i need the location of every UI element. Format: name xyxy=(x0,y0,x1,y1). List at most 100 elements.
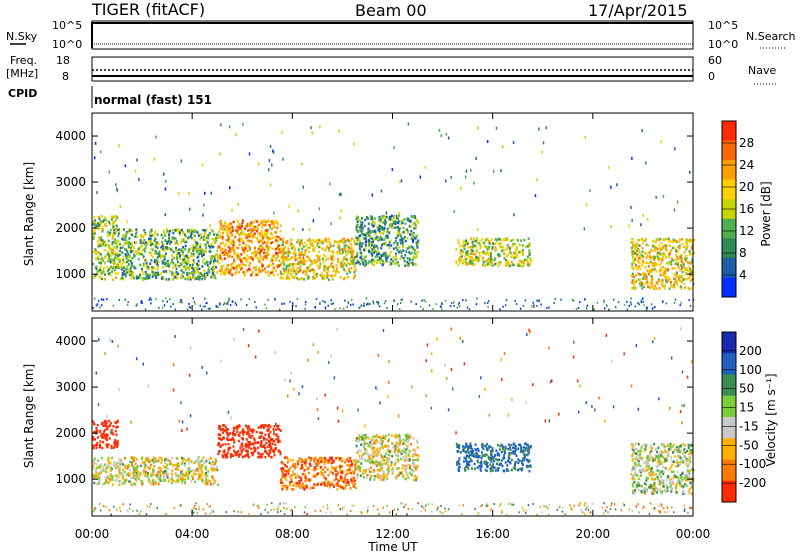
velocity-pixel xyxy=(322,475,325,478)
power-pixel xyxy=(270,220,273,223)
power-pixel xyxy=(163,304,166,307)
velocity-pixel xyxy=(320,473,323,476)
power-pixel xyxy=(120,264,123,267)
power-pixel xyxy=(406,237,409,240)
velocity-pixel xyxy=(345,484,347,487)
power-pixel xyxy=(228,246,231,250)
velocity-pixel xyxy=(367,437,370,440)
velocity-pixel xyxy=(333,479,336,482)
power-pixel xyxy=(261,245,264,249)
power-pixel xyxy=(197,247,200,250)
power-pixel xyxy=(459,251,462,255)
power-pixel xyxy=(651,279,654,283)
power-pixel xyxy=(282,157,284,161)
velocity-pixel xyxy=(296,483,299,486)
velocity-pixel xyxy=(131,464,133,467)
power-pixel xyxy=(348,246,350,249)
power-pixel xyxy=(629,301,632,304)
velocity-pixel xyxy=(116,478,119,481)
power-pixel xyxy=(528,250,530,253)
power-pixel xyxy=(103,256,106,259)
power-pixel xyxy=(515,303,518,305)
power-pixel xyxy=(228,254,231,258)
velocity-pixel xyxy=(263,444,266,447)
velocity-pixel xyxy=(356,436,358,440)
power-pixel xyxy=(632,257,635,260)
power-pixel xyxy=(631,281,634,284)
velocity-pixel xyxy=(405,436,408,440)
power-pixel xyxy=(223,253,226,257)
power-pixel xyxy=(303,262,306,266)
velocity-pixel xyxy=(327,480,330,483)
velocity-pixel xyxy=(108,460,111,463)
power-pixel xyxy=(367,249,370,252)
power-pixel xyxy=(166,259,169,263)
power-pixel xyxy=(153,271,156,275)
power-pixel xyxy=(126,304,129,306)
power-pixel xyxy=(654,248,657,251)
power-pixel xyxy=(337,244,340,247)
power-pixel xyxy=(299,241,302,244)
power-pixel xyxy=(108,170,111,174)
power-pixel xyxy=(185,266,187,270)
velocity-pixel xyxy=(171,456,174,460)
power-pixel xyxy=(371,223,373,227)
power-pixel xyxy=(463,259,465,262)
velocity-pixel xyxy=(134,474,137,478)
power-pixel xyxy=(98,261,101,264)
velocity-pixel xyxy=(172,464,174,467)
velocity-pixel xyxy=(124,466,127,470)
power-pixel xyxy=(401,221,404,225)
power-pixel xyxy=(355,217,358,221)
power-pixel xyxy=(512,238,515,242)
power-pixel xyxy=(323,269,326,272)
power-pixel xyxy=(272,222,275,225)
velocity-pixel xyxy=(211,460,214,464)
velocity-pixel xyxy=(149,467,152,470)
power-pixel xyxy=(248,224,251,228)
power-pixel xyxy=(124,164,127,168)
power-pixel xyxy=(286,241,289,245)
power-pixel xyxy=(324,255,327,258)
velocity-pixel xyxy=(238,425,241,428)
power-pixel xyxy=(261,226,264,229)
power-pixel xyxy=(223,244,226,247)
power-pixel xyxy=(174,237,177,240)
power-pixel xyxy=(654,246,657,250)
power-pixel xyxy=(270,241,273,245)
power-pixel xyxy=(105,224,108,228)
velocity-pixel xyxy=(328,486,331,489)
power-pixel xyxy=(650,269,653,273)
power-pixel xyxy=(651,262,654,265)
power-pixel xyxy=(236,220,239,223)
power-pixel xyxy=(108,258,111,261)
power-pixel xyxy=(142,278,145,282)
power-pixel xyxy=(444,299,447,302)
power-pixel xyxy=(262,238,265,241)
power-pixel xyxy=(638,251,641,254)
power-pixel xyxy=(332,269,335,273)
power-pixel xyxy=(584,135,586,139)
power-pixel xyxy=(332,302,335,305)
power-pixel xyxy=(392,247,395,250)
power-pixel xyxy=(368,239,371,243)
velocity-pixel xyxy=(236,430,239,433)
power-pixel xyxy=(139,239,142,242)
power-pixel xyxy=(265,257,268,260)
power-pixel xyxy=(251,229,254,233)
power-pixel xyxy=(653,255,656,259)
velocity-pixel xyxy=(298,480,301,483)
power-pixel xyxy=(155,276,158,279)
power-pixel xyxy=(358,239,361,243)
velocity-pixel xyxy=(96,423,99,427)
velocity-pixel xyxy=(251,434,254,438)
velocity-pixel xyxy=(356,476,358,479)
power-pixel xyxy=(389,239,392,242)
power-pixel xyxy=(184,239,186,242)
power-pixel xyxy=(225,267,228,271)
power-pixel xyxy=(191,247,194,250)
velocity-pixel xyxy=(415,465,418,469)
velocity-pixel xyxy=(353,459,356,462)
power-pixel xyxy=(97,299,100,302)
power-pixel xyxy=(440,134,442,137)
